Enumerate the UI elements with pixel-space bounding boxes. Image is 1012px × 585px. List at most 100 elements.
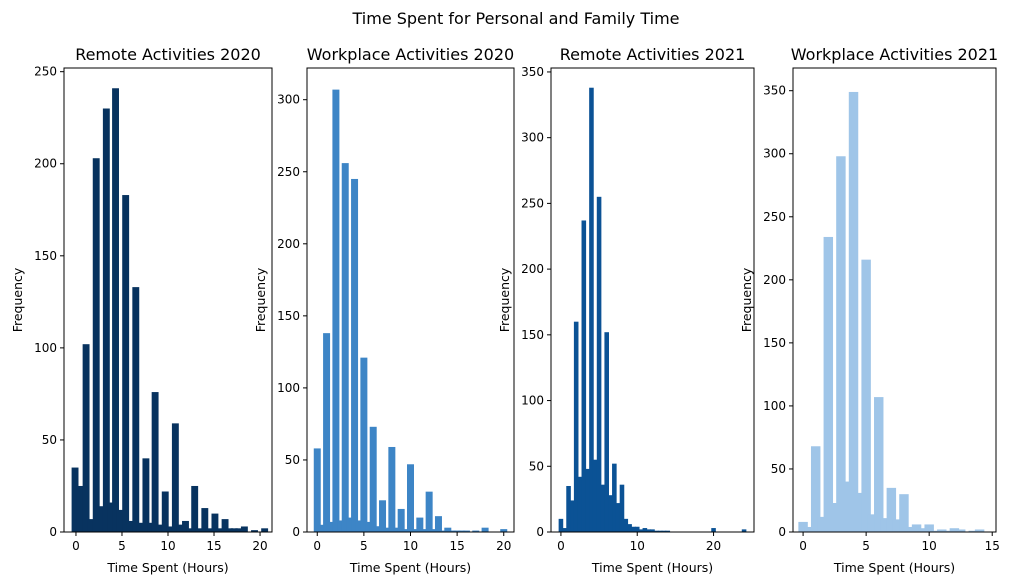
bar [416, 517, 424, 532]
y-tick-label: 50 [42, 433, 57, 447]
bar [444, 527, 452, 532]
bar [665, 530, 671, 532]
bar [397, 508, 405, 532]
y-tick-label: 300 [763, 147, 786, 161]
y-tick-label: 200 [277, 237, 300, 251]
bar [855, 492, 865, 532]
y-tick-label: 200 [521, 262, 544, 276]
bar [886, 487, 897, 532]
bar [458, 530, 466, 532]
bar [937, 529, 947, 532]
bar [360, 357, 368, 532]
bar [226, 528, 234, 532]
bar [186, 528, 194, 532]
bar [874, 397, 884, 532]
bar [195, 528, 203, 532]
bar [943, 530, 953, 532]
y-tick-label: 0 [536, 525, 544, 539]
panel-title: Remote Activities 2021 [560, 45, 746, 64]
y-tick-label: 250 [34, 65, 57, 79]
panel-title: Workplace Activities 2020 [307, 45, 514, 64]
bar [573, 321, 579, 532]
y-tick-label: 150 [277, 309, 300, 323]
x-tick-label: 15 [449, 539, 464, 553]
bar [411, 529, 419, 532]
bar [836, 156, 846, 532]
bar [107, 502, 115, 532]
axes-frame [550, 67, 755, 533]
bar [899, 494, 909, 532]
bar [911, 524, 922, 532]
bar [566, 485, 571, 532]
bar [810, 446, 821, 532]
bar [116, 509, 124, 532]
x-tick-label: 0 [799, 539, 807, 553]
y-tick-label: 350 [763, 84, 786, 98]
x-tick-label: 10 [160, 539, 175, 553]
bar [880, 518, 890, 532]
axes-frame [792, 67, 997, 533]
bar [147, 522, 154, 532]
bar [425, 491, 433, 532]
y-tick-label: 100 [277, 381, 300, 395]
bar [570, 500, 575, 532]
bar [612, 463, 617, 532]
bar [661, 530, 667, 532]
bar [642, 528, 648, 532]
x-tick-label: 15 [206, 539, 221, 553]
bar [205, 528, 213, 532]
y-tick-label: 50 [771, 462, 786, 476]
bar [82, 344, 90, 532]
panel-title: Workplace Activities 2021 [791, 45, 998, 64]
bar [619, 484, 625, 532]
bar [76, 485, 84, 532]
bar [365, 521, 373, 532]
x-tick-label: 0 [313, 539, 321, 553]
bar [472, 530, 480, 532]
x-tick-label: 10 [403, 539, 418, 553]
bar [191, 485, 199, 532]
bar [439, 530, 447, 532]
bar [374, 526, 382, 532]
y-tick-label: 200 [34, 157, 57, 171]
bar [918, 528, 928, 532]
bar [216, 528, 223, 532]
bar [638, 529, 644, 532]
bar [323, 333, 331, 532]
y-tick-label: 150 [34, 249, 57, 263]
bar [905, 526, 915, 532]
bar [211, 513, 219, 532]
bar [631, 526, 636, 532]
bar [351, 178, 359, 532]
x-tick-label: 5 [360, 539, 368, 553]
bar [462, 530, 470, 532]
bar [379, 500, 387, 532]
bar [861, 259, 871, 532]
bar [337, 520, 345, 532]
bar [102, 108, 110, 532]
bar [166, 526, 174, 532]
bar [355, 520, 363, 532]
x-axis-label: Time Spent (Hours) [349, 560, 471, 575]
bar [867, 514, 878, 532]
bar [842, 481, 852, 532]
x-axis-label: Time Spent (Hours) [106, 560, 228, 575]
y-tick-label: 50 [529, 459, 544, 473]
y-tick-label: 100 [521, 394, 544, 408]
bar [126, 520, 134, 532]
bar [623, 518, 629, 532]
bar [596, 196, 602, 532]
bar [221, 519, 229, 532]
bar [955, 529, 966, 532]
bar [924, 524, 934, 532]
y-tick-label: 150 [521, 328, 544, 342]
bar [393, 527, 401, 532]
figure-suptitle: Time Spent for Personal and Family Time [352, 9, 680, 28]
bar [313, 448, 321, 532]
bar [176, 524, 184, 532]
y-tick-label: 250 [521, 196, 544, 210]
bar [608, 495, 613, 532]
y-tick-label: 300 [277, 93, 300, 107]
